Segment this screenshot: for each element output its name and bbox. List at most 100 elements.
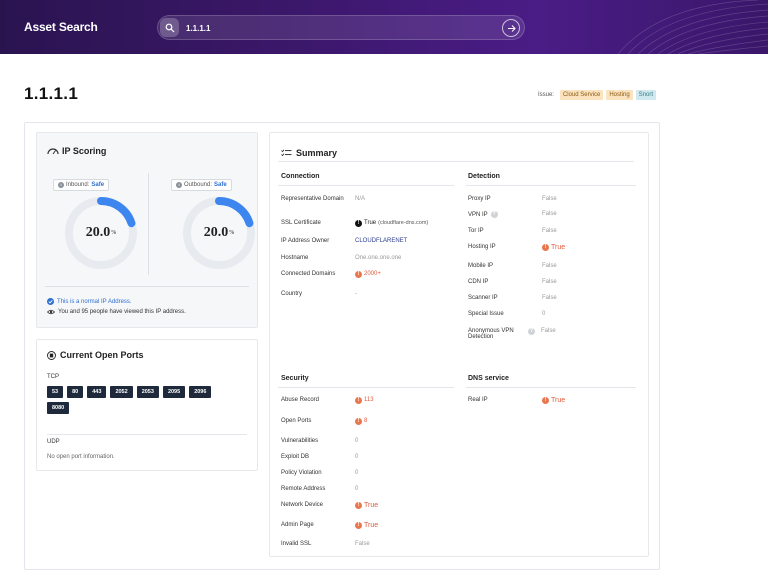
hostname-row: Hostname One.one.one.one <box>281 255 402 261</box>
outbound-unit: % <box>229 230 235 236</box>
decorative-wave-lines <box>617 0 768 54</box>
warning-icon: ! <box>542 244 549 251</box>
exploit-db-row: Exploit DB 0 <box>281 454 359 460</box>
security-heading: Security <box>281 375 309 382</box>
summary-title: Summary <box>296 148 338 158</box>
divider <box>466 387 636 388</box>
help-icon[interactable]: ? <box>528 328 535 335</box>
issue-label: Issue: <box>537 92 554 98</box>
eye-icon <box>47 309 55 315</box>
ip-scoring-panel: IP Scoring i Inbound: Safe 20.0% i Outbo… <box>36 132 258 328</box>
viewed-note: You and 95 people have viewed this IP ad… <box>47 309 186 315</box>
issue-tag: Hosting <box>606 90 633 100</box>
summary-panel: Summary Connection Representative Domain… <box>269 132 649 557</box>
warning-icon: ! <box>355 502 362 509</box>
vulnerabilities-row: Vulnerabilities 0 <box>281 438 359 444</box>
port-icon <box>47 350 56 360</box>
tcp-port-list: 53 80 443 2052 2053 2095 2096 8080 <box>47 386 227 414</box>
abuse-record-row: Abuse Record ! 113 <box>281 397 374 404</box>
warning-icon: ! <box>355 397 362 404</box>
check-circle-icon <box>47 298 54 305</box>
tor-ip-row: Tor IP False <box>468 228 557 234</box>
outbound-status: Safe <box>214 182 227 188</box>
issue-tags: Issue: Cloud Service Hosting Snort <box>538 90 656 100</box>
gauge-icon <box>47 148 59 155</box>
cdn-ip-row: CDN IP False <box>468 279 557 285</box>
scanner-ip-row: Scanner IP False <box>468 295 557 301</box>
content-frame <box>24 122 660 570</box>
inbound-status: Safe <box>91 182 105 188</box>
udp-empty-text: No open port information. <box>47 454 115 460</box>
search-submit-button[interactable] <box>502 19 520 37</box>
connected-domains-row: Connected Domains ! 2000+ <box>281 271 381 278</box>
ssl-certificate-row: SSL Certificate ! True (cloudflare-dns.com… <box>281 220 429 227</box>
list-check-icon <box>281 149 292 157</box>
inbound-chip: i Inbound: Safe <box>53 179 110 191</box>
detection-heading: Detection <box>468 173 500 180</box>
info-icon: i <box>58 182 64 188</box>
hosting-ip-row: Hosting IP ! True <box>468 244 566 251</box>
outbound-gauge: i Outbound: Safe 20.0% <box>171 173 267 269</box>
outbound-chip: i Outbound: Safe <box>171 179 232 191</box>
port-badge[interactable]: 80 <box>67 386 84 398</box>
proxy-ip-row: Proxy IP False <box>468 196 557 202</box>
port-badge[interactable]: 2053 <box>136 386 159 398</box>
ip-owner-row: IP Address Owner CLOUDFLARENET <box>281 238 408 244</box>
open-ports-title: Current Open Ports <box>60 350 144 360</box>
representative-domain-row: Representative Domain N/A <box>281 196 366 202</box>
port-badge[interactable]: 443 <box>87 386 107 398</box>
outbound-ring: 20.0% <box>181 195 257 271</box>
remote-address-row: Remote Address 0 <box>281 486 359 492</box>
arrow-right-icon <box>507 24 516 32</box>
divider <box>278 185 454 186</box>
port-badge[interactable]: 2095 <box>162 386 186 398</box>
exclamation-icon: ! <box>355 220 362 227</box>
anonymous-vpn-row: Anonymous VPN Detection ? False <box>468 328 556 340</box>
udp-label: UDP <box>47 439 60 445</box>
divider <box>278 387 454 388</box>
divider <box>148 173 149 275</box>
inbound-gauge: i Inbound: Safe 20.0% <box>53 173 149 269</box>
help-icon[interactable]: ? <box>490 211 498 218</box>
admin-page-row: Admin Page ! True <box>281 522 379 529</box>
inbound-ring: 20.0% <box>63 195 139 271</box>
warning-icon: ! <box>355 418 362 425</box>
port-badge[interactable]: 53 <box>47 386 64 398</box>
port-badge[interactable]: 2096 <box>189 386 212 398</box>
tcp-label: TCP <box>47 374 59 380</box>
divider <box>278 161 634 162</box>
warning-icon: ! <box>355 271 362 278</box>
issue-tag: Snort <box>635 90 656 100</box>
country-row: Country - <box>281 291 357 297</box>
divider <box>466 185 636 186</box>
normal-ip-note: This is a normal IP Address. <box>47 298 132 305</box>
warning-icon: ! <box>355 522 362 529</box>
open-ports-row: Open Ports ! 8 <box>281 418 368 425</box>
inbound-label: Inbound: <box>66 182 90 188</box>
real-ip-row: Real IP ! True <box>468 397 566 404</box>
warning-icon: ! <box>542 397 549 404</box>
outbound-score: 20.0 <box>203 225 229 240</box>
ip-scoring-title: IP Scoring <box>62 146 107 156</box>
divider <box>47 434 247 435</box>
inbound-score: 20.0 <box>85 225 111 240</box>
port-badge[interactable]: 2052 <box>110 386 133 398</box>
connection-heading: Connection <box>281 173 320 180</box>
issue-tag: Cloud Service <box>559 90 604 100</box>
page-title: 1.1.1.1 <box>24 84 79 103</box>
search-input[interactable] <box>186 20 486 36</box>
dns-service-heading: DNS service <box>468 375 509 382</box>
policy-violation-row: Policy Violation 0 <box>281 470 359 476</box>
mobile-ip-row: Mobile IP False <box>468 263 557 269</box>
open-ports-panel: Current Open Ports TCP 53 80 443 2052 20… <box>36 339 258 471</box>
top-bar: Asset Search <box>0 0 768 54</box>
search-box[interactable] <box>157 15 525 40</box>
network-device-row: Network Device ! True <box>281 502 379 509</box>
inbound-unit: % <box>111 230 117 236</box>
port-badge[interactable]: 8080 <box>47 402 70 414</box>
app-brand[interactable]: Asset Search <box>24 20 98 34</box>
search-icon <box>160 18 179 37</box>
vpn-ip-row: VPN IP? False <box>468 211 557 218</box>
info-icon: i <box>176 182 182 188</box>
outbound-label: Outbound: <box>184 182 213 188</box>
